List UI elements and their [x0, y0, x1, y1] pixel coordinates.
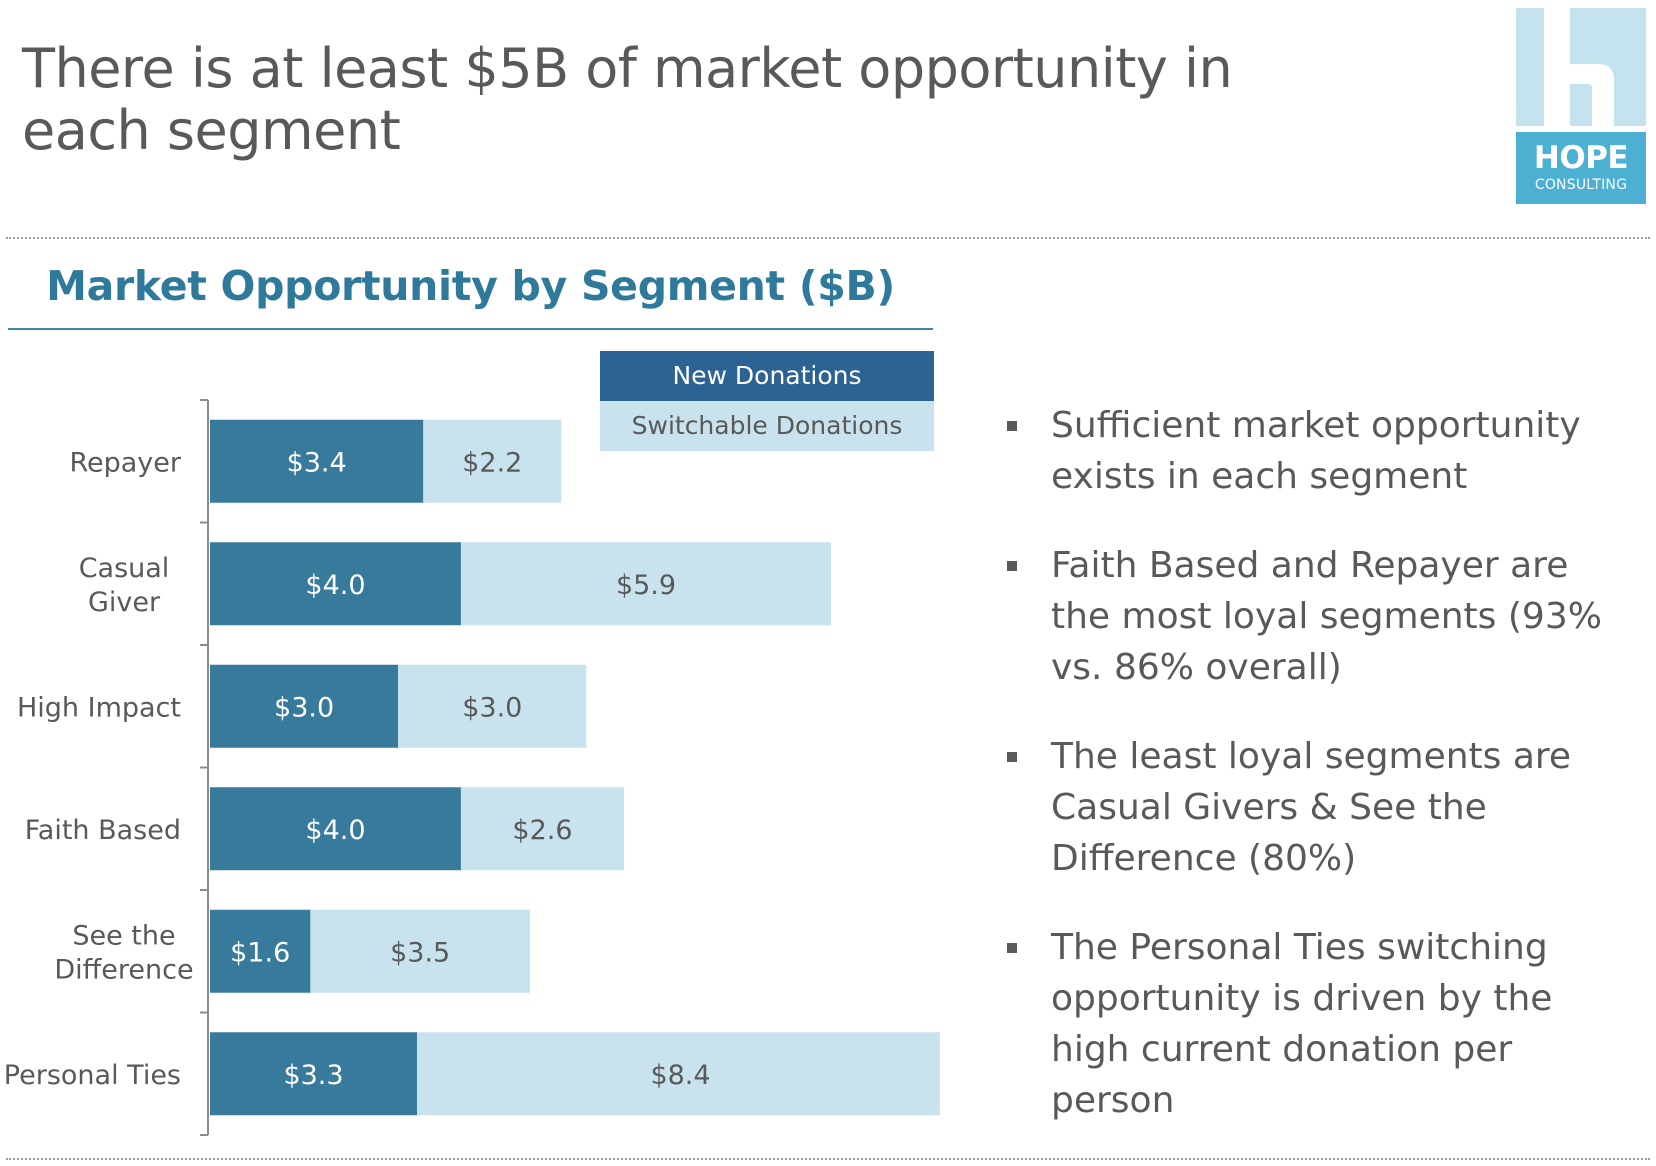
logo-subtitle: CONSULTING: [1534, 177, 1628, 193]
bullet-item: The least loyal segments are Casual Give…: [1002, 731, 1632, 884]
new-donations-bar: [210, 787, 461, 871]
category-label-line: High Impact: [17, 692, 181, 723]
switchable-donations-label: $2.6: [512, 815, 572, 846]
legend-item-switchable-donations: Switchable Donations: [600, 401, 934, 451]
category-label-line: Difference: [54, 954, 193, 985]
bullet-text: Sufficient market opportunity exists in …: [1051, 405, 1581, 497]
bullet-list: Sufficient market opportunity exists in …: [1002, 400, 1632, 1164]
switchable-donations-label: $5.9: [616, 570, 676, 601]
new-donations-label: $3.0: [274, 692, 334, 723]
new-donations-bar: [210, 419, 424, 503]
switchable-donations-label: $3.0: [462, 692, 522, 723]
switchable-donations-bar: [398, 664, 587, 748]
hope-consulting-logo: HOPE CONSULTING: [1516, 8, 1646, 204]
market-opportunity-chart: $3.4 $2.2 Repayer $4.0 $5.9 Casual Giver $3.0 $3…: [4, 399, 940, 1136]
new-donations-label: $4.0: [305, 815, 365, 846]
logo-name: HOPE: [1533, 140, 1629, 176]
bullet-item: Sufficient market opportunity exists in …: [1002, 400, 1632, 502]
square-bullet-icon: [1007, 943, 1017, 953]
switchable-donations-label: $2.2: [462, 447, 522, 478]
new-donations-label: $3.3: [283, 1060, 343, 1091]
switchable-donations-label: $8.4: [650, 1060, 710, 1091]
switchable-donations-bar: [423, 419, 562, 503]
new-donations-bar: [210, 542, 461, 626]
logo-h-mark: [1516, 8, 1646, 126]
category-label: High Impact: [17, 692, 181, 723]
bottom-divider: [6, 1158, 1650, 1160]
switchable-donations-bar: [310, 909, 530, 993]
category-label-line: Casual: [79, 553, 170, 584]
square-bullet-icon: [1007, 421, 1017, 431]
chart-title-underline: [8, 328, 933, 330]
new-donations-bar: [210, 664, 399, 748]
bullet-text: The least loyal segments are Casual Give…: [1051, 736, 1572, 879]
switchable-donations-bar: [460, 542, 832, 626]
category-label: Faith Based: [25, 815, 181, 846]
bullet-item: The Personal Ties switching opportunity …: [1002, 922, 1632, 1126]
chart-title: Market Opportunity by Segment ($B): [46, 262, 895, 310]
category-label-line: Repayer: [69, 447, 181, 478]
new-donations-bar: [210, 909, 311, 993]
top-divider: [6, 237, 1650, 239]
chart-legend: New Donations Switchable Donations: [600, 351, 934, 451]
category-label: See the Difference: [54, 920, 193, 985]
bullet-text: The Personal Ties switching opportunity …: [1051, 927, 1553, 1121]
new-donations-label: $3.4: [287, 447, 347, 478]
logo-wordmark: HOPE CONSULTING: [1516, 132, 1646, 204]
switchable-donations-bar: [417, 1032, 940, 1116]
category-label-line: Personal Ties: [4, 1060, 181, 1091]
category-label: Personal Ties: [4, 1060, 181, 1091]
bullet-item: Faith Based and Repayer are the most loy…: [1002, 540, 1632, 693]
switchable-donations-bar: [460, 787, 625, 871]
legend-item-new-donations: New Donations: [600, 351, 934, 401]
new-donations-label: $1.6: [230, 937, 290, 968]
category-label-line: See the: [72, 920, 175, 951]
category-label-line: Faith Based: [25, 815, 181, 846]
square-bullet-icon: [1007, 561, 1017, 571]
category-label: Repayer: [69, 447, 181, 478]
slide-title: There is at least $5B of market opportun…: [22, 37, 1233, 162]
new-donations-bar: [210, 1032, 418, 1116]
bullet-text: Faith Based and Repayer are the most loy…: [1051, 545, 1602, 688]
square-bullet-icon: [1007, 752, 1017, 762]
switchable-donations-label: $3.5: [390, 937, 450, 968]
category-label-line: Giver: [88, 587, 161, 618]
new-donations-label: $4.0: [305, 570, 365, 601]
category-label: Casual Giver: [79, 553, 170, 618]
